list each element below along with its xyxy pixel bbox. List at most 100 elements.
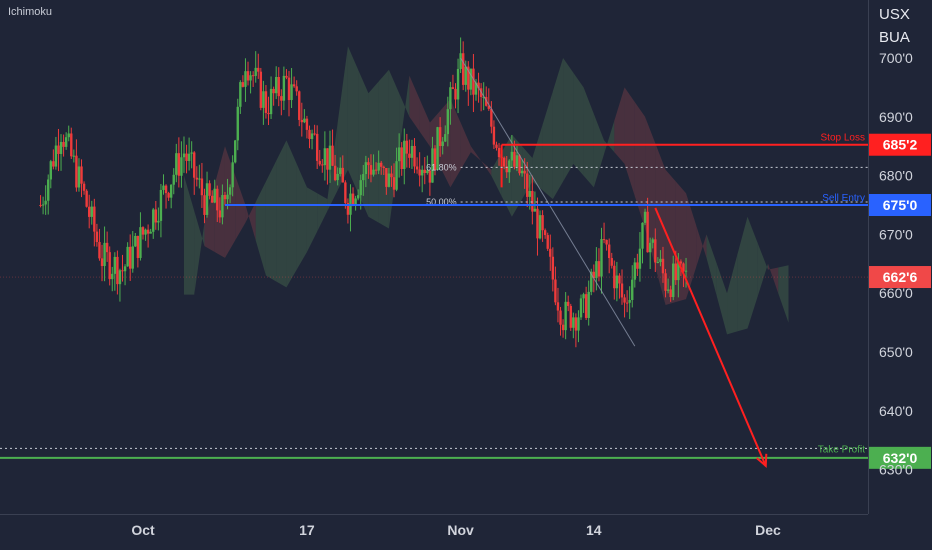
candle-body — [315, 133, 319, 161]
x-tick-label: Oct — [131, 522, 155, 538]
candle-body — [39, 205, 42, 206]
candle-body — [638, 248, 642, 269]
cloud-segment — [716, 263, 728, 335]
cloud-segment — [245, 202, 256, 241]
candle-body — [574, 317, 578, 331]
candle-body — [118, 270, 122, 285]
candle-body — [169, 184, 173, 198]
candle-body — [600, 239, 603, 277]
candle-body — [400, 147, 403, 169]
candle-body — [546, 235, 549, 249]
candle-body — [339, 167, 342, 174]
y-tick-label: 660'0 — [879, 285, 913, 301]
cloud-segment — [675, 181, 687, 303]
candle-body — [257, 67, 260, 72]
candle-body — [241, 82, 245, 87]
candle-body — [331, 145, 334, 166]
candle-body — [505, 166, 508, 173]
candle-body — [131, 246, 134, 269]
cloud-segment — [686, 193, 697, 300]
candle-body — [159, 189, 163, 221]
cloud-segment — [563, 58, 574, 182]
candle-body — [490, 108, 493, 127]
candle-body — [82, 183, 86, 191]
candle-body — [54, 145, 58, 167]
candle-body — [472, 68, 475, 95]
cloud-segment — [727, 254, 738, 335]
candle-body — [669, 289, 672, 298]
candle-body — [128, 246, 132, 269]
candle-body — [367, 162, 370, 166]
cloud-segment — [347, 46, 359, 194]
candle-body — [385, 167, 388, 187]
price-tag — [869, 266, 931, 289]
candle-body — [264, 91, 268, 113]
candle-body — [554, 279, 557, 303]
candle-body — [628, 299, 631, 303]
candle-body — [577, 317, 580, 331]
candle-body — [418, 169, 421, 176]
candle-body — [300, 119, 304, 123]
candle-body — [149, 231, 152, 234]
candle-body — [116, 256, 119, 285]
cloud-segment — [706, 234, 717, 297]
y-tick-label: 670'0 — [879, 226, 913, 242]
candle-body — [167, 193, 170, 198]
level-label: Sell Entry — [822, 193, 865, 204]
candle-body — [502, 157, 506, 167]
candle-body — [679, 261, 683, 264]
candle-body — [631, 279, 634, 300]
candle-body — [377, 162, 380, 171]
cloud-segment — [737, 216, 748, 332]
candle-body — [387, 173, 391, 187]
candle-body — [88, 206, 91, 217]
candle-body — [77, 166, 81, 188]
candle-body — [341, 167, 344, 183]
candle-body — [646, 211, 649, 253]
candle-body — [103, 242, 106, 267]
candle-body — [469, 68, 473, 90]
cloud-segment — [399, 75, 410, 153]
candle-body — [208, 183, 211, 196]
candle-body — [495, 144, 498, 148]
cloud-segment — [593, 113, 605, 188]
cloud-segment — [337, 46, 348, 191]
candle-body — [428, 170, 432, 183]
price-tag-text: 662'6 — [883, 269, 918, 285]
candle-body — [390, 173, 393, 178]
candle-body — [682, 263, 685, 272]
price-tag — [869, 446, 931, 469]
candle-body — [64, 137, 68, 147]
cloud-segment — [183, 175, 195, 295]
candle-body — [672, 263, 675, 298]
candle-body — [454, 88, 457, 100]
fib-level-label: 50.00% — [426, 197, 457, 207]
candle-body — [126, 246, 129, 267]
x-tick-label: 14 — [586, 522, 602, 538]
candle-body — [298, 91, 301, 120]
candle-body — [72, 155, 76, 157]
candle-body — [415, 166, 419, 170]
candle-body — [403, 140, 406, 169]
candle-body — [305, 118, 309, 130]
y-unit-line1: USX — [879, 6, 910, 23]
candle-body — [438, 127, 442, 147]
candle-body — [146, 229, 150, 234]
x-tick-label: 17 — [299, 522, 315, 538]
candle-body — [254, 67, 257, 76]
candle-body — [364, 162, 368, 175]
cloud-segment — [286, 140, 297, 288]
cloud-segment — [460, 122, 471, 170]
cloud-segment — [634, 102, 646, 229]
candle-body — [362, 174, 365, 181]
candle-body — [262, 91, 265, 108]
candle-body — [139, 227, 142, 258]
cloud-segment — [573, 72, 584, 176]
candle-body — [449, 87, 452, 110]
candle-body — [372, 169, 375, 175]
candle-body — [210, 195, 214, 203]
candle-body — [595, 261, 598, 279]
candle-body — [328, 145, 332, 170]
candle-body — [333, 165, 337, 181]
